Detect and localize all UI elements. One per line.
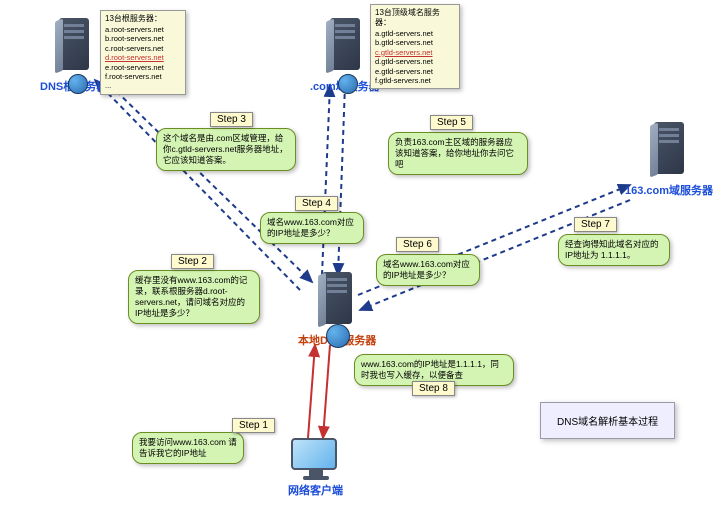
node-root-server: DNS根服务器 (40, 18, 107, 94)
diagram-title: DNS域名解析基本过程 (540, 402, 675, 439)
node-local-dns: 本地DNS服务器 (298, 272, 376, 348)
node-163-server: 163.com域服务器 (625, 122, 713, 198)
step-5-label: Step 5 (430, 115, 473, 130)
step-2-speech: 缓存里没有www.163.com的记录，联系根服务器d.root-servers… (128, 270, 260, 324)
node-client: 网络客户端 (288, 438, 343, 498)
label-client: 网络客户端 (288, 482, 343, 498)
step-5-speech: 负责163.com主区域的服务器应该知道答案，给你地址你去问它吧 (388, 132, 528, 175)
label-163: 163.com域服务器 (625, 182, 713, 198)
step-6-label: Step 6 (396, 237, 439, 252)
step-7-speech: 经查询得知此域名对应的IP地址为 1.1.1.1。 (558, 234, 670, 266)
step-8-label: Step 8 (412, 381, 455, 396)
step-1-label: Step 1 (232, 418, 275, 433)
step-4-label: Step 4 (295, 196, 338, 211)
step-6-speech: 域名www.163.com对应的IP地址是多少？ (376, 254, 480, 286)
step-7-label: Step 7 (574, 217, 617, 232)
step-3-speech: 这个域名是由.com区域管理，给你c.gtld-servers.net服务器地址… (156, 128, 296, 171)
root-server-list: 13台根服务器： a.root-servers.net b.root-serve… (100, 10, 186, 95)
com-server-list: 13台顶级域名服务器： a.gtld-servers.net b.gtld-se… (370, 4, 460, 89)
step-2-label: Step 2 (171, 254, 214, 269)
step-4-speech: 域名www.163.com对应的IP地址是多少？ (260, 212, 364, 244)
step-3-label: Step 3 (210, 112, 253, 127)
step-1-speech: 我要访问www.163.com 请告诉我它的IP地址 (132, 432, 244, 464)
